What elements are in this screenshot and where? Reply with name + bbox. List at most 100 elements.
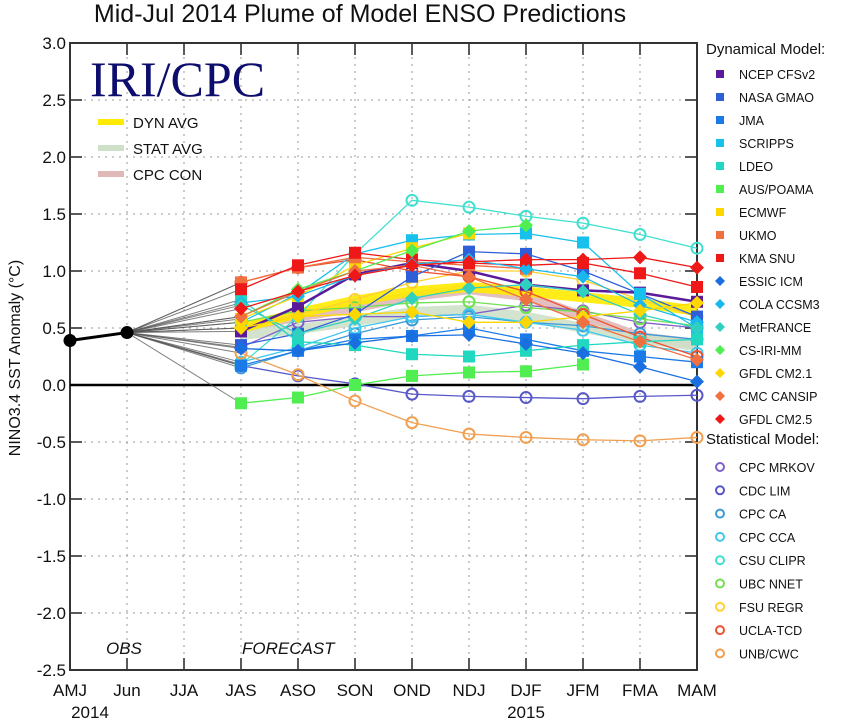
connector-line [126, 330, 242, 334]
data-point [520, 365, 532, 378]
legend-item: CS-IRI-MM [715, 344, 802, 358]
data-point [633, 303, 647, 318]
legend-label: UNB/CWC [739, 647, 799, 661]
data-point [519, 277, 533, 292]
data-point [519, 292, 533, 307]
legend-marker [715, 391, 725, 401]
legend-marker [716, 139, 724, 147]
data-point [462, 224, 476, 239]
data-point [577, 236, 589, 249]
data-point [577, 339, 589, 352]
legend-label: GFDL CM2.5 [739, 413, 812, 427]
data-point [463, 366, 475, 379]
data-point [576, 315, 590, 330]
legend-item: COLA CCSM3 [715, 298, 820, 312]
data-point [292, 335, 304, 348]
data-point [291, 284, 305, 299]
plot-border [69, 42, 698, 671]
data-point [690, 374, 704, 389]
data-point [235, 397, 247, 410]
data-point [634, 350, 646, 363]
legend-label: NCEP CFSv2 [739, 68, 815, 82]
connector-line [126, 332, 242, 365]
legend-item: UKMO [716, 229, 777, 243]
series-unb-cwc [234, 346, 704, 448]
data-point [462, 269, 476, 284]
data-point [406, 348, 418, 361]
legend-marker [716, 185, 724, 193]
observed-line [69, 331, 128, 343]
avg-legend-label: CPC CON [133, 167, 202, 184]
forecast-annotation: FORECAST [242, 639, 336, 658]
connector-line [126, 332, 242, 369]
series-gfdl-cm2-1 [234, 295, 704, 335]
obs-to-forecast-connectors [126, 281, 242, 404]
data-point [405, 243, 419, 258]
x-tick-label: JJA [170, 681, 199, 700]
data-point [634, 287, 646, 300]
legend-item: LDEO [716, 160, 773, 174]
y-tick-label: 2.0 [42, 148, 66, 167]
data-point [633, 434, 647, 448]
legend-marker [716, 116, 724, 124]
legend-label: AUS/POAMA [739, 183, 814, 197]
model-legend: Dynamical Model: NCEP CFSv2 NASA GMAO JMA SC… [706, 41, 825, 661]
data-point [690, 295, 704, 310]
data-point [349, 246, 361, 259]
legend-item: UBC NNET [715, 578, 803, 592]
x-tick-label: JFM [566, 681, 599, 700]
legend-item: KMA SNU [716, 252, 795, 266]
legend-label: CPC MRKOV [739, 461, 815, 475]
year-label: 2014 [71, 703, 109, 721]
legend-item: ECMWF [716, 206, 787, 220]
legend-label: CPC CCA [739, 531, 796, 545]
y-axis-label: NINO3.4 SST Anomaly (°C) [7, 260, 24, 456]
connector-line [126, 332, 242, 348]
x-tick-label: FMA [622, 681, 659, 700]
data-point [519, 336, 533, 351]
data-point [349, 379, 361, 391]
data-point [235, 283, 247, 296]
legend-marker [715, 462, 725, 472]
observed-series [63, 326, 134, 348]
x-tick-label: NDJ [452, 681, 485, 700]
y-tick-label: -2.5 [37, 661, 66, 680]
connector-line [126, 288, 242, 334]
data-point [576, 269, 590, 284]
connector-line [126, 299, 242, 334]
data-point [576, 433, 590, 447]
data-point [519, 391, 533, 405]
legend-marker [715, 322, 725, 332]
legend-marker [715, 531, 725, 542]
data-point [348, 293, 362, 306]
data-point [633, 334, 647, 349]
data-point [291, 326, 305, 341]
data-point [291, 368, 305, 382]
legend-marker [715, 368, 725, 378]
legend-item: GFDL CM2.1 [715, 367, 812, 381]
legend-statistical-title: Statistical Model: [706, 431, 819, 448]
legend-item: CMC CANSIP [715, 390, 817, 404]
y-tick-label: 1.0 [42, 262, 66, 281]
y-tick-label: 1.5 [42, 205, 66, 224]
y-tick-label: -1.5 [37, 547, 66, 566]
brand-logo-text: IRI/CPC [90, 51, 265, 107]
legend-label: UKMO [739, 229, 777, 243]
y-tick-label: 3.0 [42, 34, 66, 53]
legend-marker [716, 254, 724, 262]
observed-point [120, 326, 134, 340]
data-point [463, 350, 475, 363]
data-point [576, 284, 590, 299]
x-tick-label: JAS [225, 681, 256, 700]
series-line [240, 364, 698, 400]
connector-line [126, 304, 242, 334]
y-tick-label: -1.0 [37, 490, 66, 509]
legend-label: COLA CCSM3 [739, 298, 820, 312]
data-point [690, 430, 704, 444]
data-point [462, 281, 476, 296]
data-point [691, 280, 703, 293]
legend-label: NASA GMAO [739, 91, 814, 105]
legend-label: FSU REGR [739, 601, 804, 615]
data-point [405, 258, 419, 273]
connector-line [126, 327, 242, 334]
